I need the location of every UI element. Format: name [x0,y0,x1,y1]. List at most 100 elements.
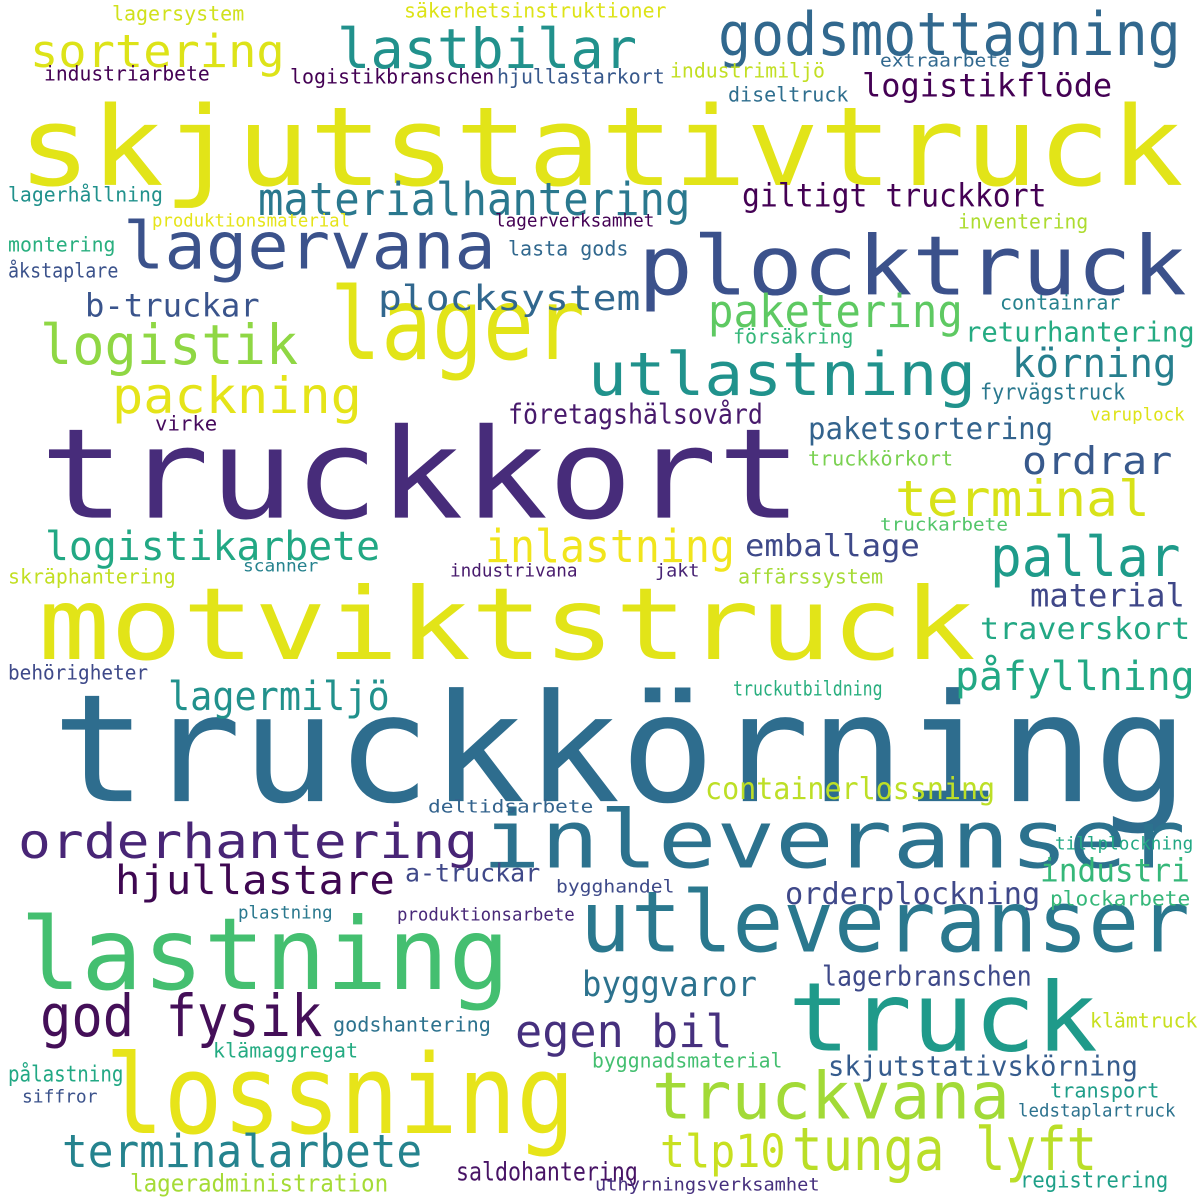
word-lagersystem: lagersystem [112,2,245,27]
word-klamaggregat: klämaggregat [213,1039,359,1064]
word-korning: körning [1012,341,1177,388]
word-uthyrningsverksamhet: uthyrningsverksamhet [595,1173,820,1196]
word-skjutstativtruck: skjutstativtruck [18,82,1184,212]
word-varuplock: varuplock [1090,403,1185,426]
word-virke: virke [155,412,218,437]
word-logistik: logistik [40,313,299,378]
word-affarssystem: affärssystem [738,565,884,590]
word-terminal: terminal [895,470,1150,529]
word-klamtruck: klämtruck [1090,1009,1198,1034]
word-inventering: inventering [958,210,1089,235]
word-plocksystem: plocksystem [378,278,641,320]
word-behorigheter: behörigheter [8,661,149,686]
word-paketering: paketering [708,286,963,339]
word-lager: lager [330,265,585,383]
word-industrivana: industrivana [450,559,578,582]
word-montering: montering [8,233,116,258]
word-lagerverksamhet: lagerverksamhet [495,209,655,232]
word-emballage: emballage [745,529,920,565]
word-sortering: sortering [30,26,285,79]
word-bygghandel: bygghandel [556,875,675,898]
word-containerlossning: containerlossning [705,772,996,808]
word-transport: transport [1050,1079,1160,1104]
word-sakerhetsinstruktioner: säkerhetsinstruktioner [404,0,667,24]
word-logistikflode: logistikflöde [862,66,1113,105]
word-truckarbete: truckarbete [880,513,1008,536]
word-deltidsarbete: deltidsarbete [428,795,594,818]
word-byggnadsmaterial: byggnadsmaterial [592,1049,783,1074]
word-plastning: plastning [238,901,333,924]
word-hjullastarkort: hjullastarkort [497,65,665,90]
word-truckutbildning: truckutbildning [733,677,883,702]
word-ordrar: ordrar [1022,438,1173,484]
word-lossning: lossning [105,1030,576,1160]
word-lagervana: lagervana [123,209,496,285]
word-plockarbete: plockarbete [1050,887,1191,912]
word-utleveranser: utleveranser [580,872,1190,972]
word-terminalarbete: terminalarbete [62,1126,423,1179]
word-lastning: lastning [20,895,510,1013]
word-forsakring: försäkring [733,325,854,350]
word-egen-bil: egen bil [515,1006,733,1059]
word-returhantering: returhantering [965,315,1195,349]
word-registrering: registrering [1020,1167,1169,1194]
word-truck: truck [788,962,1098,1073]
word-truckkorning: truckkörning [52,662,1189,838]
word-jakt: jakt [655,559,700,582]
word-ledstaplartruck: ledstaplartruck [1018,1099,1176,1122]
word-b-truckar: b-truckar [85,286,260,325]
word-a-truckar: a-truckar [405,859,541,889]
word-orderhantering: orderhantering [18,813,479,870]
word-truckvana: truckvana [652,1059,1010,1135]
word-orderplockning: orderplockning [785,877,1041,913]
word-tlp10: tlp10 [660,1126,786,1179]
word-lageradministration: lageradministration [130,1169,389,1198]
word-logistikarbete: logistikarbete [45,524,381,571]
word-byggvaror: byggvaror [582,964,757,1006]
word-lastbilar: lastbilar [337,17,638,82]
word-motviktstruck: motviktstruck [38,565,976,683]
word-lagerhallning: lagerhållning [8,183,163,208]
word-industri: industri [1040,851,1190,890]
word-godshantering: godshantering [333,1013,491,1038]
word-foretagshalsovard: företagshälsovård [508,397,763,431]
word-tunga-lyft: tunga lyft [792,1115,1098,1185]
word-skjutstativskorning: skjutstativskörning [828,1049,1138,1083]
word-material: material [1030,576,1185,615]
word-fyrvagstruck: fyrvägstruck [980,379,1126,406]
word-produktionsmaterial: produktionsmaterial [152,209,351,232]
word-inlastning: inlastning [485,521,735,574]
word-paketsortering: paketsortering [808,412,1054,448]
word-industrimiljo: industrimiljö [670,59,825,84]
word-logistikbranschen: logistikbranschen [290,65,495,90]
word-inleveranser: inleveranser [482,793,1186,887]
word-akstaplare: åkstaplare [8,259,119,284]
word-god-fysik: god fysik [40,983,323,1051]
word-traverskort: traverskort [980,612,1191,648]
word-siffror: siffror [22,1085,98,1108]
word-skraphantering: skräphantering [8,565,176,590]
word-godsmottagning: godsmottagning [718,0,1181,70]
word-pallar: pallar [990,525,1181,590]
word-industriarbete: industriarbete [44,62,210,87]
word-materialhantering: materialhantering [258,174,691,227]
word-diseltruck: diseltruck [728,83,849,108]
word-truckkorkort: truckkörkort [808,447,954,472]
word-hjullastare: hjullastare [115,858,395,905]
word-containrar: containrar [1000,291,1121,316]
word-lagerbranschen: lagerbranschen [822,959,1032,993]
word-lasta-gods: lasta gods [508,237,629,262]
word-palastning: pålastning [8,1061,124,1088]
word-scanner: scanner [243,555,319,577]
word-pafyllning: påfyllning [955,654,1195,701]
word-giltigt-truckkort: giltigt truckkort [742,176,1047,215]
word-tillplockning: tillplockning [1055,832,1194,855]
word-extraarbete: extraarbete [880,49,1010,72]
word-utlastning: utlastning [588,340,977,410]
word-truckkort: truckkort [40,401,803,548]
word-lagermiljo: lagermiljö [168,674,390,721]
word-produktionsarbete: produktionsarbete [397,903,575,926]
word-saldohantering: saldohantering [456,1157,638,1188]
word-packning: packning [112,367,362,426]
